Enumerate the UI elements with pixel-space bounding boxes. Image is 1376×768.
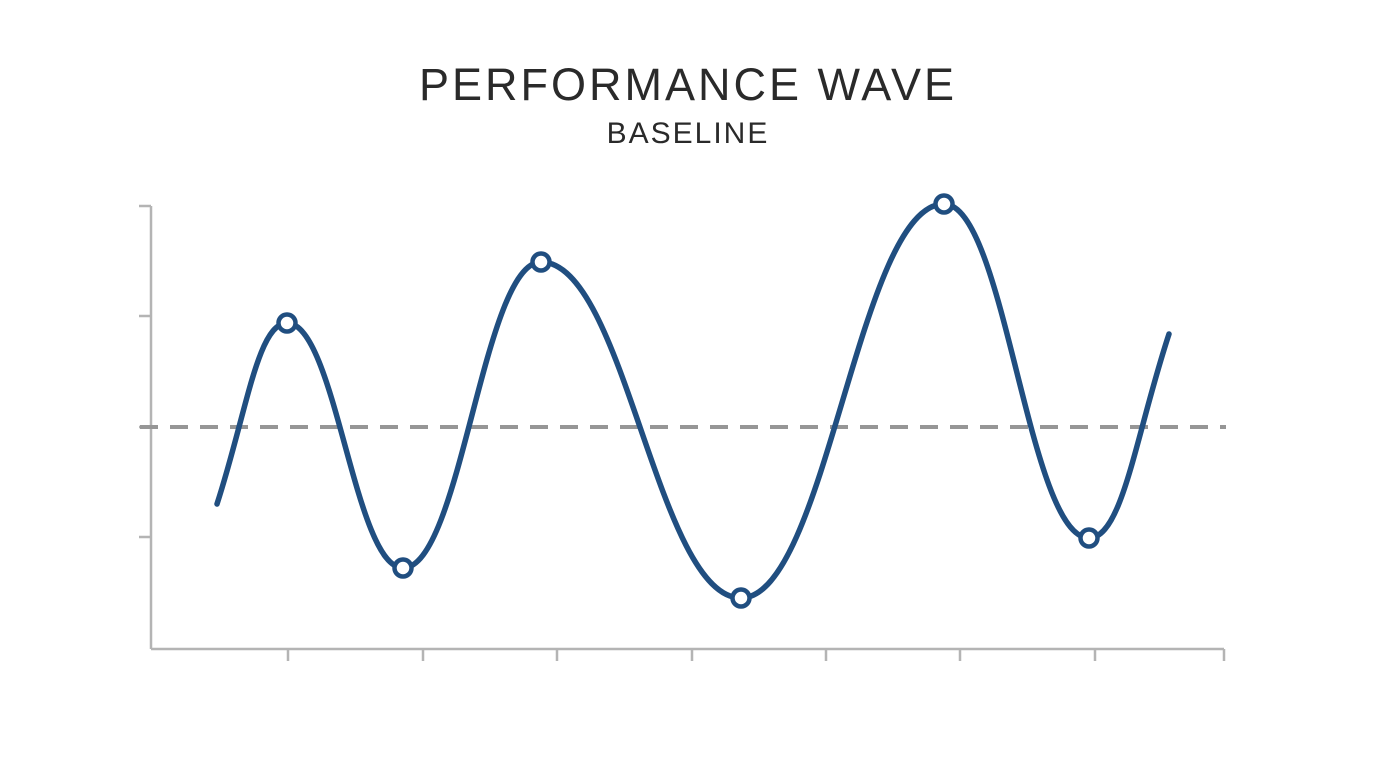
data-point-marker bbox=[276, 312, 298, 334]
data-point-marker bbox=[933, 193, 955, 215]
chart-subtitle: BASELINE bbox=[606, 117, 770, 150]
chart-title: PERFORMANCE WAVE bbox=[418, 59, 958, 110]
data-point-marker bbox=[392, 557, 414, 579]
data-point-marker bbox=[530, 251, 552, 273]
wave-line bbox=[214, 201, 1172, 601]
chart-header: PERFORMANCE WAVE BASELINE bbox=[0, 62, 1376, 149]
data-point-marker bbox=[1078, 527, 1100, 549]
data-point-marker bbox=[730, 587, 752, 609]
